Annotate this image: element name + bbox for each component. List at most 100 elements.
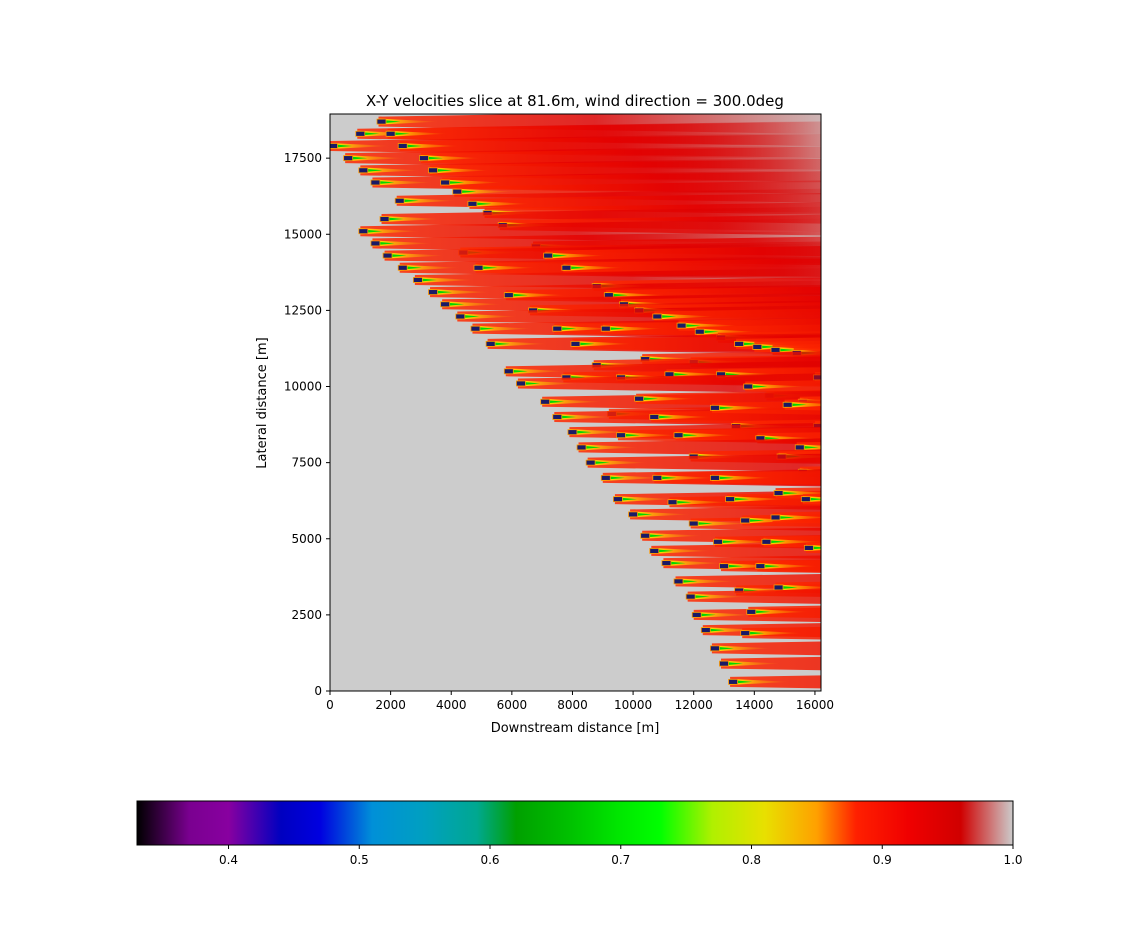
wake-core [757,563,818,570]
turbine-marker [397,143,408,149]
wake-core [381,216,442,223]
turbine-marker [743,383,754,390]
turbine-wake [813,372,821,383]
wake-core [345,155,406,162]
turbine-marker [800,496,811,503]
wake-core [360,167,421,174]
wake-core [814,374,821,381]
turbine-wake [776,450,821,463]
wake-plume [587,453,821,472]
colorbar-tick-label: 0.9 [873,853,892,867]
wake-plume [778,450,821,463]
wake-core [742,630,803,637]
turbine-wake [794,442,821,453]
wake-core [651,547,712,554]
turbine-marker [755,563,766,570]
turbine-marker [358,228,369,235]
wake-core [693,611,754,618]
turbine-marker [649,548,660,554]
wake-core [372,179,433,186]
y-axis-label: Lateral distance [m] [255,337,270,468]
wake-plume [799,396,821,408]
wake-core [396,197,457,204]
y-tick-label: 5000 [291,532,322,546]
turbine-marker [700,627,711,634]
turbine-marker [428,167,438,174]
turbine-wake [797,396,821,408]
wake-core [711,404,772,411]
wake-core [487,340,548,347]
colorbar-ticks: 0.4 0.5 0.6 0.7 0.8 0.9 1.0 [219,845,1023,867]
turbine-marker [452,188,463,195]
turbine-wake [743,380,821,393]
wake-core [457,313,518,320]
turbine-wake [770,344,821,356]
turbine-marker [552,414,563,420]
wake-core [675,578,736,585]
turbine-marker [782,401,793,408]
wake-core [720,563,781,570]
turbine-wake [728,675,821,689]
wake-plume [793,347,821,359]
turbine-marker [694,328,705,335]
turbine-marker [688,520,699,527]
wake-core [711,474,772,481]
turbine-marker [467,200,478,207]
wake-core [742,517,803,524]
wake-core [454,188,515,195]
y-tick-label: 15000 [284,227,322,241]
colorbar-tick-label: 0.6 [480,853,499,867]
turbine-marker [600,325,611,332]
wake-core [554,413,615,420]
turbine-marker [330,143,338,149]
y-tick-label: 12500 [284,303,322,317]
turbine-marker [473,264,484,271]
turbine-marker [440,179,451,186]
turbine-marker [740,517,751,524]
turbine-wake [797,466,821,478]
wake-core [505,368,566,375]
turbine-marker [725,496,735,503]
turbine-marker [661,560,672,567]
wake-core [378,118,439,125]
turbine-marker [773,584,784,591]
wake-core [651,413,712,420]
x-axis: 0 2000 4000 6000 8000 10000 12000 14000 16000 [326,691,834,712]
turbine-marker [740,630,751,637]
wake-core [505,292,566,299]
wake-core [745,383,806,390]
wake-core [472,325,533,332]
colorbar-tick-label: 1.0 [1003,853,1022,867]
turbine-wake [585,453,821,472]
wake-core [775,490,821,497]
wake-core [675,432,736,439]
wake-plume [799,466,821,478]
turbine-marker [503,368,514,375]
turbine-marker [794,444,805,451]
turbine-marker [552,325,563,332]
turbine-marker [709,645,720,652]
x-tick-label: 2000 [375,698,406,712]
wake-core [563,264,624,271]
wake-core [578,444,639,451]
x-tick-label: 12000 [675,698,713,712]
turbine-marker [440,301,451,308]
plot-frame [329,113,822,692]
turbine-wake [685,589,821,604]
turbine-wake [813,420,821,432]
turbine-marker [691,611,702,618]
wake-core [602,474,663,481]
x-tick-label: 6000 [497,698,528,712]
wake-core [372,240,433,247]
colorbar-bar [136,800,1014,846]
x-tick-label: 0 [326,698,334,712]
turbine-marker [470,325,481,332]
wake-core [614,496,675,503]
wake-core [690,520,751,527]
turbine-wake [709,641,821,656]
turbine-wake [800,493,821,505]
turbine-marker [613,496,623,503]
plot-area [329,113,822,692]
wake-core [678,322,739,329]
